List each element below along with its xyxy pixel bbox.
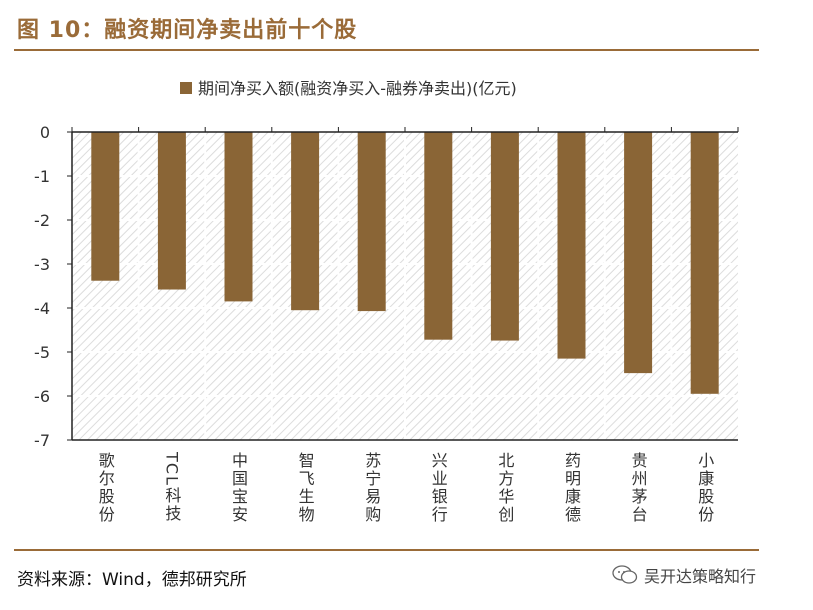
bar	[357, 132, 386, 312]
x-tick-label: 歌尔股份	[96, 452, 115, 524]
x-tick-label: 北方华创	[495, 452, 514, 524]
bar	[557, 132, 586, 359]
bar	[624, 132, 653, 374]
bars	[91, 132, 719, 394]
bar	[91, 132, 120, 281]
x-tick-label: 兴业银行	[429, 452, 448, 524]
x-tick-label: 智飞生物	[296, 452, 315, 524]
bar	[690, 132, 719, 394]
y-tick-label: -4	[34, 299, 50, 318]
y-tick-label: -6	[34, 387, 50, 406]
bar	[424, 132, 453, 340]
source-rule	[14, 549, 759, 551]
x-tick-label: 小康股份	[695, 452, 714, 524]
bar-chart: 0 -1 -2 -3 -4 -5 -6 -7 歌尔股份 TCL科技 中国宝安 智飞生物 苏宁易购 兴业银…	[34, 79, 739, 524]
y-tick-labels: 0 -1 -2 -3 -4 -5 -6 -7	[34, 123, 50, 450]
legend-swatch	[180, 82, 192, 94]
figure-title: 图 10：融资期间净卖出前十个股	[17, 18, 358, 43]
y-tick-label: 0	[40, 123, 50, 142]
y-tick-label: -3	[34, 255, 50, 274]
legend: 期间净买入额(融资净买入-融券净卖出)(亿元)	[180, 79, 517, 98]
bar	[490, 132, 519, 341]
x-tick-labels: 歌尔股份 TCL科技 中国宝安 智飞生物 苏宁易购 兴业银行 北方华创 药明康德 贵州茅台 小康股…	[96, 451, 714, 524]
bar	[291, 132, 320, 311]
wechat-icon	[612, 565, 638, 584]
x-tick-label: 中国宝安	[229, 452, 248, 524]
source-note: 资料来源：Wind，德邦研究所	[17, 570, 247, 590]
x-tick-label: 苏宁易购	[362, 452, 381, 524]
legend-label: 期间净买入额(融资净买入-融券净卖出)(亿元)	[198, 79, 517, 98]
watermark-text: 吴开达策略知行	[644, 567, 757, 586]
y-tick-label: -2	[34, 211, 50, 230]
bar	[157, 132, 186, 290]
y-tick-label: -1	[34, 167, 50, 186]
y-tick-label: -5	[34, 343, 50, 362]
x-tick-label: 贵州茅台	[629, 452, 648, 524]
title-rule	[14, 49, 759, 51]
y-tick-label: -7	[34, 431, 50, 450]
axes	[67, 127, 739, 441]
bar	[224, 132, 253, 302]
x-tick-label: 药明康德	[562, 452, 581, 524]
watermark: 吴开达策略知行	[612, 563, 756, 587]
x-tick-label: TCL科技	[162, 451, 181, 523]
